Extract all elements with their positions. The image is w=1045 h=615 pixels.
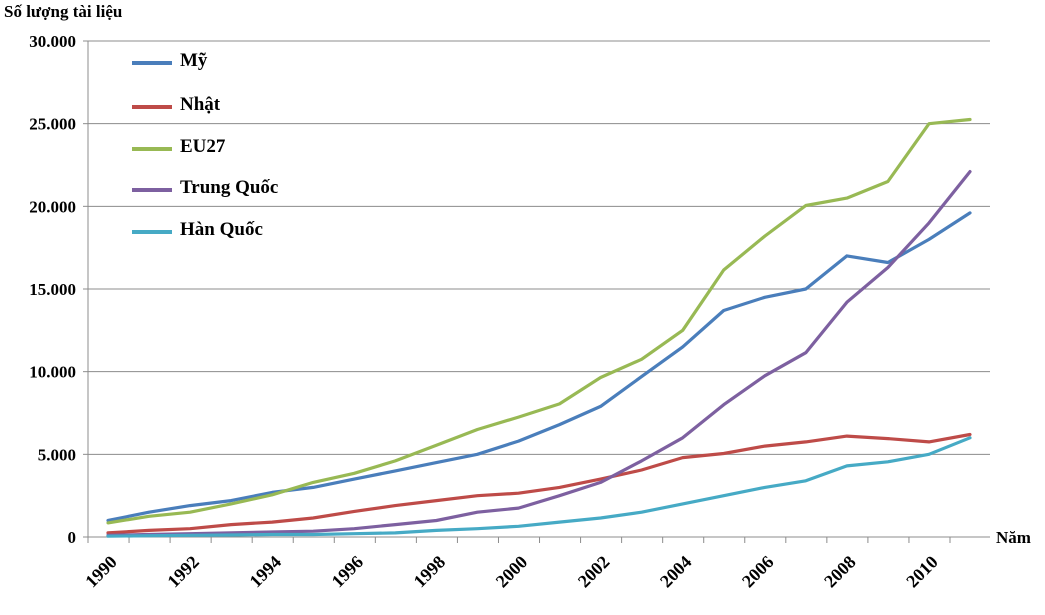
legend-swatch-han-quoc	[132, 230, 172, 234]
series-line-1	[106, 432, 972, 535]
x-tick-label: 1992	[163, 552, 203, 592]
x-tick-labels: 1990 1992 1994 1996 1998 2000 2002 2004 2006 2008…	[81, 552, 942, 592]
gridlines	[88, 40, 990, 455]
x-tick-label: 2004	[656, 552, 696, 592]
legend-swatch-nhat	[132, 105, 172, 109]
legend-label-eu27: EU27	[180, 136, 226, 157]
series-line-2	[106, 117, 972, 525]
legend-swatch-my	[132, 61, 172, 65]
axes	[83, 40, 990, 543]
legend-label-trung-quoc: Trung Quốc	[180, 177, 279, 198]
legend-swatch-eu27	[132, 147, 172, 151]
x-tick-label: 1990	[81, 552, 121, 592]
x-tick-label: 2000	[492, 552, 532, 592]
x-tick-label: 1996	[328, 552, 368, 592]
y-tick-label: 20.000	[29, 197, 76, 216]
series-line-0	[106, 211, 972, 523]
y-tick-label: 15.000	[29, 280, 76, 299]
x-tick-label: 2010	[902, 552, 942, 592]
x-tick-label: 2008	[820, 552, 860, 592]
x-tick-label: 1994	[245, 552, 285, 592]
series-line-4	[106, 436, 972, 538]
y-axis-label: Số lượng tài liệu	[4, 2, 123, 21]
y-tick-labels: 0 5.000 10.000 15.000 20.000 25.000 30.000	[29, 32, 76, 547]
legend-swatch-trung-quoc	[132, 188, 172, 192]
y-tick-label: 30.000	[29, 32, 76, 51]
y-tick-label: 25.000	[29, 115, 76, 134]
legend-label-han-quoc: Hàn Quốc	[180, 219, 263, 240]
x-tick-label: 1998	[410, 552, 450, 592]
legend-label-nhat: Nhật	[180, 94, 221, 115]
x-tick-label: 2006	[738, 552, 778, 592]
x-tick-label: 2002	[574, 552, 614, 592]
y-tick-label: 0	[68, 528, 77, 547]
x-axis-label: Năm	[996, 528, 1031, 547]
legend-label-my: Mỹ	[180, 50, 208, 71]
y-tick-label: 10.000	[29, 363, 76, 382]
series-lines	[106, 117, 972, 538]
y-tick-label: 5.000	[38, 445, 76, 464]
series-line-3	[106, 170, 972, 537]
